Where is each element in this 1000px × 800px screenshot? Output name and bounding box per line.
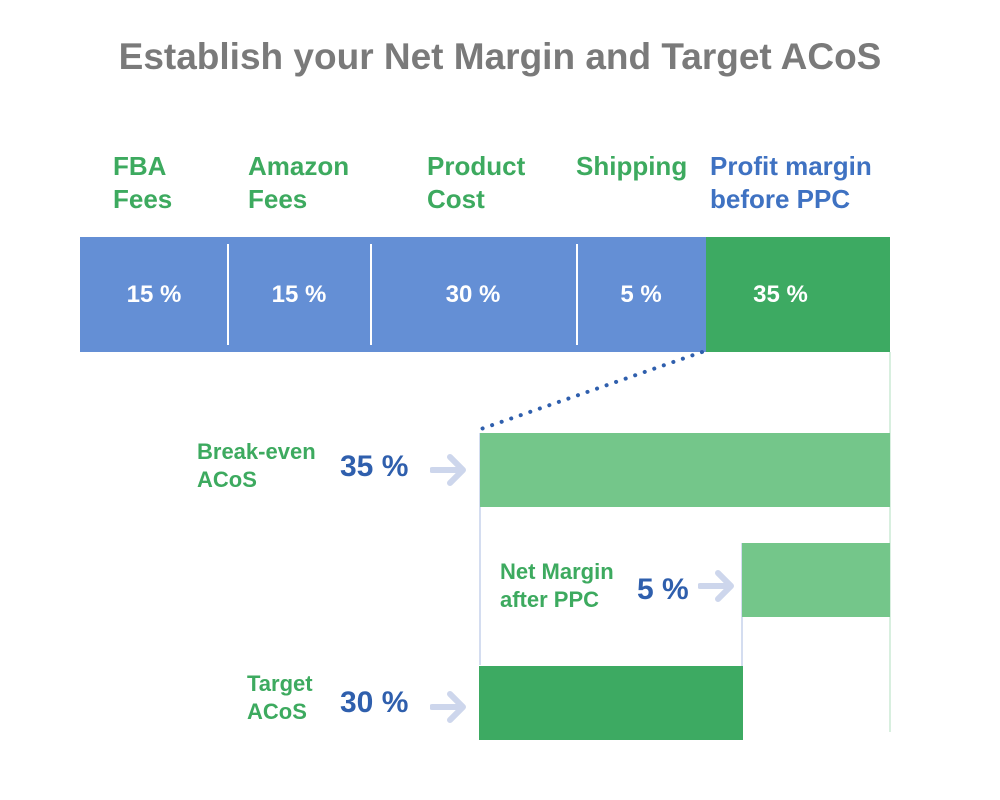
segment-divider [227, 244, 229, 345]
amazon-fees-label: Amazon Fees [248, 151, 350, 214]
segment-divider [370, 244, 372, 345]
diagram-title: Establish your Net Margin and Target ACo… [118, 36, 882, 77]
target-acos-label: Target ACoS [247, 671, 313, 724]
product-cost-value: 30 % [445, 280, 501, 308]
net-margin-block [742, 543, 890, 617]
shipping-label: Shipping [576, 151, 688, 181]
fba-fees-label: FBA Fees [113, 151, 173, 214]
amazon-fees-value: 15 % [271, 280, 327, 308]
segment-divider [576, 244, 578, 345]
shipping-segment: 5 % [576, 237, 706, 352]
product-cost-segment: 30 % [370, 237, 576, 352]
target-acos-value: 30 % [340, 686, 409, 719]
right-guide-line [889, 352, 891, 732]
profit-margin-segment: 35 % [706, 237, 890, 352]
fba-fees-segment: 15 % [80, 237, 228, 352]
profit-margin-value: 35 % [753, 280, 808, 308]
profit-margin-label: Profit margin before PPC [710, 151, 872, 214]
stacked-cost-bar: 15 % 15 % 30 % 5 % 35 % [80, 237, 890, 352]
breakeven-acos-block [480, 433, 890, 507]
target-arrow-icon [430, 691, 466, 723]
target-acos-block [479, 666, 743, 740]
shipping-value: 5 % [620, 280, 662, 308]
amazon-fees-segment: 15 % [228, 237, 370, 352]
fba-fees-value: 15 % [126, 280, 182, 308]
left-guide-line [479, 433, 481, 665]
breakeven-arrow-icon [430, 454, 466, 486]
breakeven-acos-value: 35 % [340, 450, 409, 483]
breakeven-acos-label: Break-even ACoS [197, 439, 316, 492]
net-margin-value: 5 % [637, 573, 689, 606]
net-margin-label: Net Margin after PPC [500, 559, 614, 612]
product-cost-label: Product Cost [427, 151, 526, 214]
net-margin-arrow-icon [698, 570, 734, 602]
